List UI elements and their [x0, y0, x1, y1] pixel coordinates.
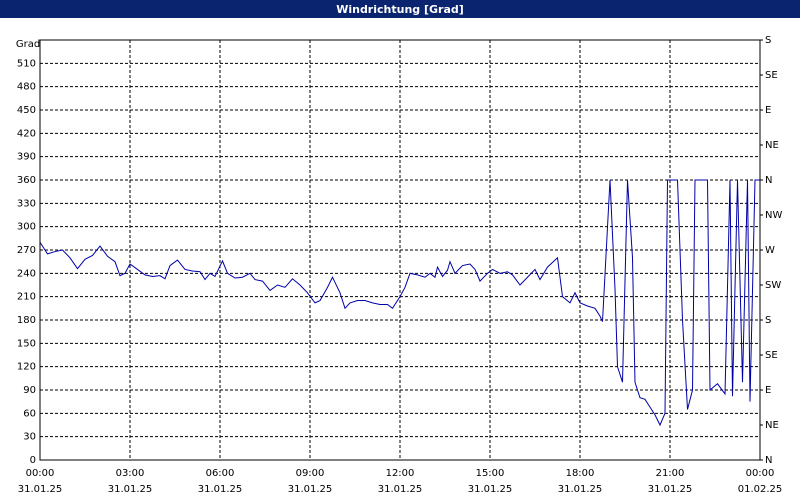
- y-tick-label: 180: [17, 315, 36, 326]
- data-line: [39, 179, 760, 427]
- y-tick-label: 510: [17, 58, 36, 69]
- x-tick-label: 09:00: [296, 468, 325, 479]
- x-tick-date: 31.01.25: [558, 484, 603, 495]
- y2-tick-label: NW: [765, 210, 782, 221]
- chart-title: Windrichtung [Grad]: [336, 3, 464, 16]
- x-tick-date: 31.01.25: [648, 484, 693, 495]
- y2-tick-label: SW: [765, 280, 781, 291]
- x-tick-date: 31.01.25: [198, 484, 243, 495]
- y-tick-label: 150: [17, 338, 36, 349]
- y-tick-label: 240: [17, 268, 36, 279]
- y2-tick-label: E: [765, 105, 771, 116]
- plot: [39, 179, 760, 427]
- y-tick-label: 210: [17, 292, 36, 303]
- x-tick-date: 31.01.25: [468, 484, 513, 495]
- y2-tick-label: NE: [765, 420, 779, 431]
- y2-tick-label: SE: [765, 350, 778, 361]
- y2-tick-label: NE: [765, 140, 779, 151]
- y-tick-label: 0: [30, 455, 36, 466]
- grid: [39, 40, 761, 461]
- y-tick-label: 60: [23, 408, 36, 419]
- y-tick-label: 300: [17, 222, 36, 233]
- y2-tick-label: N: [765, 175, 772, 186]
- y2-tick-label: W: [765, 245, 775, 256]
- y2-tick-label: E: [765, 385, 771, 396]
- x-tick-label: 21:00: [656, 468, 685, 479]
- y-tick-label: 90: [23, 385, 36, 396]
- y-tick-label: 30: [23, 432, 36, 443]
- y2-tick-label: N: [765, 455, 772, 466]
- x-tick-label: 03:00: [116, 468, 145, 479]
- x-tick-date: 31.01.25: [18, 484, 63, 495]
- y2-tick-label: SE: [765, 70, 778, 81]
- y-tick-label: 270: [17, 245, 36, 256]
- x-tick-label: 00:00: [26, 468, 55, 479]
- y-tick-label: 390: [17, 152, 36, 163]
- x-tick-date: 31.01.25: [288, 484, 333, 495]
- x-tick-label: 06:00: [206, 468, 235, 479]
- y-tick-label: 420: [17, 128, 36, 139]
- title-bar: [0, 0, 800, 18]
- x-tick-date: 31.01.25: [378, 484, 423, 495]
- y2-tick-label: S: [765, 315, 771, 326]
- y2-tick-label: S: [765, 35, 771, 46]
- y-tick-label: 330: [17, 198, 36, 209]
- x-tick-label: 00:00: [746, 468, 775, 479]
- x-tick-label: 15:00: [476, 468, 505, 479]
- y-tick-label: 360: [17, 175, 36, 186]
- x-tick-label: 18:00: [566, 468, 595, 479]
- y-tick-label: 450: [17, 105, 36, 116]
- y-tick-label: 120: [17, 362, 36, 373]
- x-tick-date: 31.01.25: [108, 484, 153, 495]
- y-axis-label: Grad: [16, 39, 40, 50]
- x-tick-label: 12:00: [386, 468, 415, 479]
- y-tick-label: 480: [17, 82, 36, 93]
- x-tick-date: 01.02.25: [738, 484, 783, 495]
